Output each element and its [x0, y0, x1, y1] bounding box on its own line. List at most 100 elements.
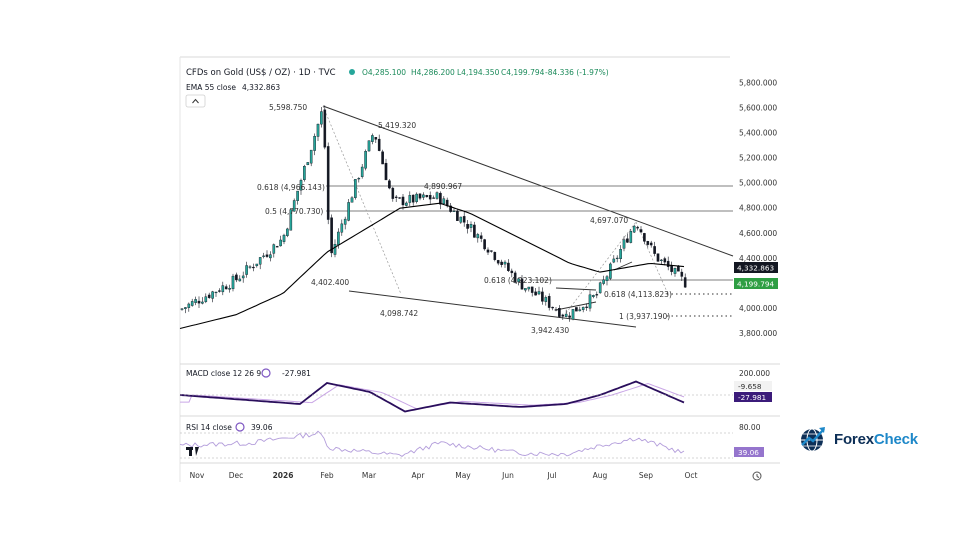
time-tick-label: Nov — [190, 471, 205, 480]
collapse-legend-button[interactable] — [185, 94, 206, 108]
fib-diagonal-2 — [565, 221, 637, 314]
upper-trendline — [322, 105, 734, 257]
candle-body — [466, 223, 469, 229]
candle-body — [289, 209, 293, 231]
candle-body — [439, 192, 442, 205]
candles — [180, 105, 687, 322]
candle-body — [598, 282, 602, 294]
candle-body — [646, 241, 650, 245]
candle-body — [649, 242, 653, 246]
candle-body — [194, 299, 197, 303]
candle-body — [398, 197, 401, 199]
candle-body — [524, 288, 527, 291]
candle-body — [622, 239, 626, 249]
candle-body — [374, 137, 378, 140]
time-tick-label: May — [455, 471, 471, 480]
candle-body — [272, 244, 276, 254]
candle-body — [320, 111, 323, 125]
candle-body — [666, 260, 670, 267]
candle-body — [473, 224, 476, 238]
candle-body — [354, 179, 357, 198]
label-ext-0618: 0.618 (4,113.823) — [604, 290, 672, 299]
candle-body — [381, 151, 384, 165]
candle-body — [517, 278, 520, 282]
price-axis[interactable]: 5,800.000 5,600.000 5,400.000 5,200.000 5,00… — [739, 78, 777, 338]
price-tick-label: 4,800.000 — [739, 204, 777, 213]
candle-body — [241, 275, 245, 279]
timezone-settings-icon[interactable] — [752, 471, 762, 481]
time-tick-label: Jun — [501, 471, 514, 480]
candle-body — [377, 138, 381, 151]
candle-body — [670, 265, 673, 272]
label-3942: 3,942.430 — [531, 326, 569, 335]
candle-body — [282, 234, 286, 242]
ohlc-open: O4,285.100 — [362, 68, 406, 77]
time-tick-label: Feb — [320, 471, 334, 480]
candle-body — [340, 223, 344, 233]
time-tick-label: 2026 — [273, 471, 294, 480]
candle-body — [585, 306, 588, 308]
flag-upper-line — [555, 287, 597, 291]
candle-body — [571, 309, 575, 320]
candle-body — [371, 135, 374, 142]
tradingview-logo — [186, 447, 199, 456]
candle-body — [459, 216, 463, 223]
candle-body — [391, 187, 395, 199]
candle-body — [252, 266, 255, 269]
candle-body — [500, 261, 503, 265]
rsi-value: 39.06 — [251, 423, 273, 432]
candle-body — [299, 180, 303, 191]
candle-body — [265, 254, 269, 257]
candle-body — [323, 109, 327, 148]
candle-body — [238, 278, 242, 282]
candle-body — [279, 239, 282, 247]
price-tick-label: 3,800.000 — [739, 329, 777, 338]
price-tick-label: 5,800.000 — [739, 78, 777, 87]
candle-body — [578, 309, 582, 312]
candle-body — [462, 216, 466, 223]
candle-body — [425, 195, 429, 198]
label-fib5-high: 0.5 (4,770.730) — [265, 207, 323, 216]
candle-body — [483, 239, 486, 250]
candle-body — [527, 286, 531, 290]
candle-body — [554, 309, 558, 311]
time-tick-label: Dec — [229, 471, 244, 480]
market-status-dot — [349, 69, 355, 75]
candle-body — [592, 295, 595, 297]
settings-icon[interactable] — [235, 422, 245, 432]
candle-body — [452, 210, 456, 212]
macd-axis-label: 200.000 — [739, 369, 770, 378]
candle-body — [401, 196, 405, 206]
candle-body — [660, 259, 663, 261]
candle-body — [564, 313, 568, 317]
candle-body — [235, 274, 238, 281]
candle-body — [350, 197, 354, 203]
candle-body — [663, 258, 667, 263]
candle-body — [187, 303, 191, 308]
price-tick-label: 4,600.000 — [739, 229, 777, 238]
time-axis[interactable]: Nov Dec 2026 Feb Mar Apr May Jun Jul Aug Sep Oct — [190, 471, 698, 480]
price-tick-label: 5,600.000 — [739, 104, 777, 113]
price-tick-label: 5,400.000 — [739, 129, 777, 138]
candle-body — [673, 267, 677, 274]
label-fib618-low: 0.618 (4,223.102) — [484, 276, 552, 285]
candle-body — [228, 287, 231, 290]
time-tick-label: Apr — [412, 471, 426, 480]
label-ext-1: 1 (3,937.190) — [619, 312, 670, 321]
price-tick-label: 5,000.000 — [739, 179, 777, 188]
candle-body — [609, 263, 612, 279]
candle-body — [364, 151, 367, 169]
globe-icon — [801, 427, 825, 452]
candle-body — [411, 194, 415, 203]
candle-body — [204, 296, 208, 302]
drawing-overlays — [322, 105, 734, 328]
settings-icon[interactable] — [261, 368, 271, 378]
candle-body — [231, 275, 235, 290]
candle-body — [296, 190, 299, 201]
candle-body — [476, 234, 480, 239]
candle-body — [432, 197, 435, 199]
candle-body — [303, 166, 306, 180]
candle-body — [269, 254, 272, 259]
ema-label: EMA 55 close — [186, 83, 236, 92]
